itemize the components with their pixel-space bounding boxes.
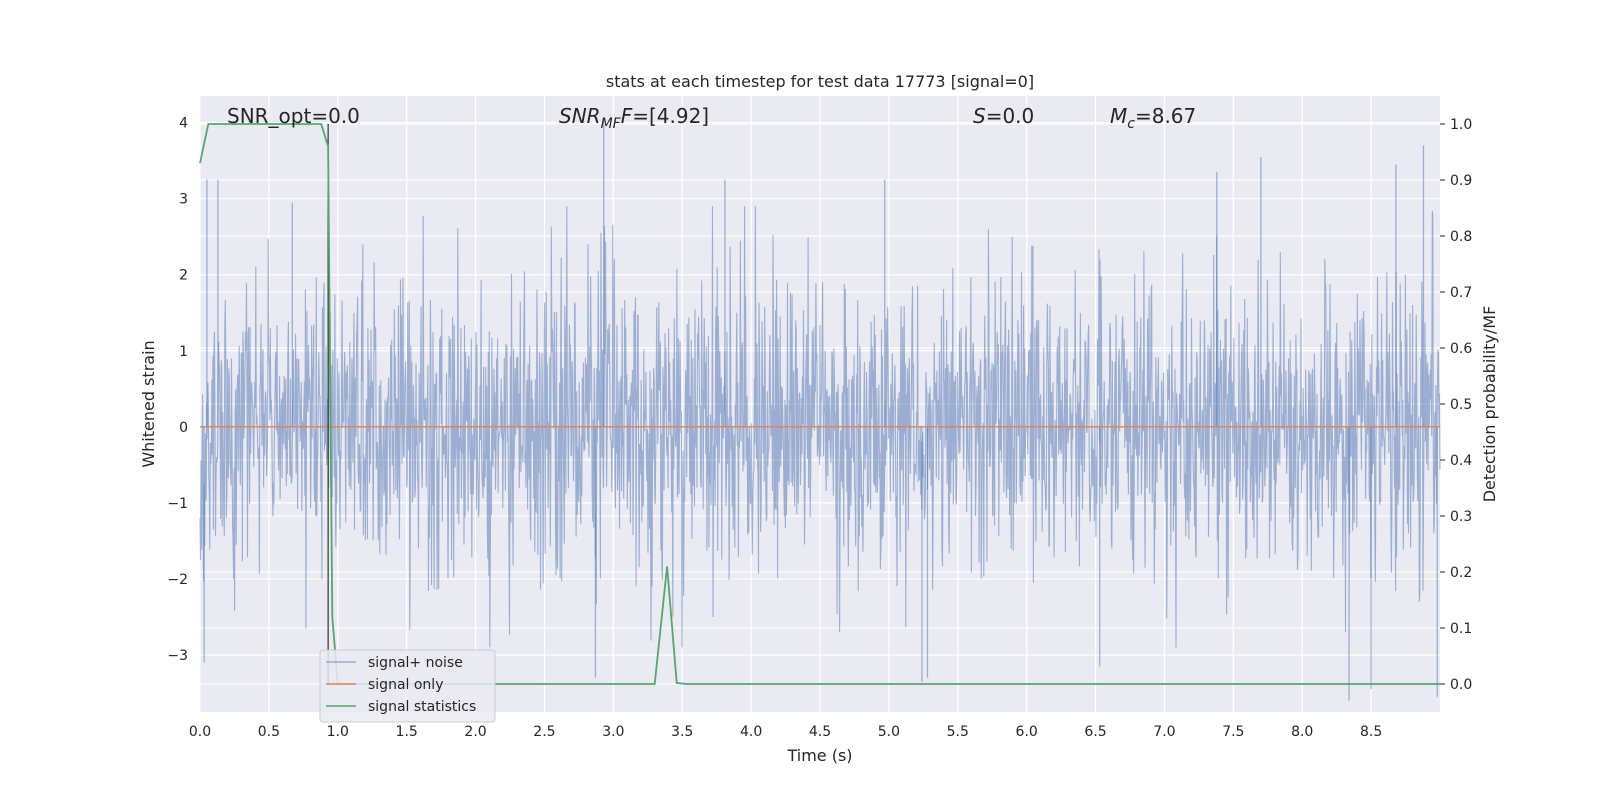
annotation-mc: Mc=8.67 xyxy=(1110,104,1196,132)
x-tick-label: 2.0 xyxy=(464,724,486,740)
x-tick-label: 6.0 xyxy=(1016,724,1038,740)
y-tick-label: 3 xyxy=(179,192,188,208)
legend-label-signal-statistics: signal statistics xyxy=(368,699,476,715)
y2-tick-label: 0.5 xyxy=(1450,397,1472,413)
annotation-snr-mf: SNRMFF=[4.92] xyxy=(559,104,709,132)
y2-tick-label: 0.8 xyxy=(1450,229,1472,245)
x-tick-label: 1.5 xyxy=(396,724,418,740)
annotation-snr-opt: SNR_opt=0.0 xyxy=(227,104,360,128)
y-tick-label: 0 xyxy=(179,420,188,436)
y2-tick-label: 1.0 xyxy=(1450,117,1472,133)
x-tick-label: 7.0 xyxy=(1153,724,1175,740)
legend-label-signal-noise: signal+ noise xyxy=(368,655,463,671)
y2-tick-label: 0.0 xyxy=(1450,677,1472,693)
chart-title: stats at each timestep for test data 177… xyxy=(606,72,1034,91)
legend-label-signal-only: signal only xyxy=(368,677,443,693)
x-tick-label: 2.5 xyxy=(533,724,555,740)
y-tick-label: 2 xyxy=(179,268,188,284)
y2-tick-label: 0.3 xyxy=(1450,509,1472,525)
x-tick-label: 4.5 xyxy=(809,724,831,740)
x-tick-label: 5.0 xyxy=(878,724,900,740)
x-tick-label: 4.0 xyxy=(740,724,762,740)
x-tick-label: 3.0 xyxy=(602,724,624,740)
y-axis-label: Whitened strain xyxy=(139,340,158,467)
y-tick-label: −2 xyxy=(167,572,188,588)
y2-tick-label: 0.4 xyxy=(1450,453,1472,469)
x-tick-label: 7.5 xyxy=(1222,724,1244,740)
y-tick-label: −1 xyxy=(167,496,188,512)
y2-tick-label: 0.2 xyxy=(1450,565,1472,581)
x-tick-label: 8.5 xyxy=(1360,724,1382,740)
y2-tick-label: 0.1 xyxy=(1450,621,1472,637)
ticks-layer: 0.0 0.5 1.0 1.5 2.0 2.5 3.0 3.5 4.0 4.5 5.0 5.5 6.0 6… xyxy=(167,116,1472,740)
x-tick-label: 8.0 xyxy=(1291,724,1313,740)
x-tick-label: 3.5 xyxy=(671,724,693,740)
y-tick-label: 4 xyxy=(179,116,188,132)
x-tick-label: 1.0 xyxy=(327,724,349,740)
y-tick-label: −3 xyxy=(167,648,188,664)
y2-axis-label: Detection probability/MF xyxy=(1480,306,1499,503)
x-tick-label: 5.5 xyxy=(947,724,969,740)
x-tick-label: 0.5 xyxy=(258,724,280,740)
y2-tick-label: 0.6 xyxy=(1450,341,1472,357)
x-tick-label: 6.5 xyxy=(1084,724,1106,740)
annotation-s-stat: S=0.0 xyxy=(973,104,1034,128)
legend-box xyxy=(319,649,496,723)
x-axis-label: Time (s) xyxy=(786,746,852,765)
lines-layer xyxy=(199,123,1440,685)
y2-tick-label: 0.9 xyxy=(1450,173,1472,189)
series-signal-noise xyxy=(199,118,1441,701)
legend: signal+ noise signal only signal statist… xyxy=(319,649,496,723)
x-tick-label: 0.0 xyxy=(189,724,211,740)
signal-statistics-line xyxy=(199,123,1440,685)
y2-tick-label: 0.7 xyxy=(1450,285,1472,301)
y-tick-label: 1 xyxy=(179,344,188,360)
signal-noise-path xyxy=(199,206,1441,648)
